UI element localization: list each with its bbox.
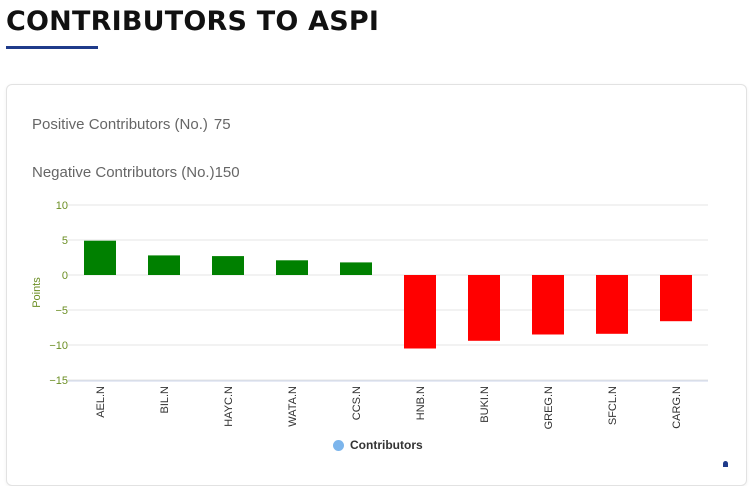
bar-wata-n xyxy=(276,260,308,275)
y-axis-title: Points xyxy=(31,277,43,308)
x-tick-label: WATA.N xyxy=(287,386,299,427)
negative-contributors-stat: Negative Contributors (No.)150 xyxy=(32,164,240,181)
bar-bil-n xyxy=(148,255,180,275)
negative-contributors-value: 150 xyxy=(214,164,240,181)
y-tick-label: 5 xyxy=(62,235,68,247)
x-tick-label: CCS.N xyxy=(351,386,363,420)
bar-hnb-n xyxy=(404,275,436,349)
x-tick-label: BUKI.N xyxy=(479,386,491,423)
bar-carg-n xyxy=(660,275,692,322)
x-tick-label: GREG.N xyxy=(543,386,555,429)
y-tick-label: 0 xyxy=(62,270,68,282)
positive-contributors-stat: Positive Contributors (No.) 75 xyxy=(32,116,231,133)
y-tick-label: 10 xyxy=(56,200,68,212)
bar-ccs-n xyxy=(340,262,372,275)
x-tick-label: AEL.N xyxy=(95,386,107,418)
bar-sfcl-n xyxy=(596,275,628,334)
x-tick-label: SFCL.N xyxy=(607,386,619,425)
x-tick-label: HAYC.N xyxy=(223,386,235,427)
x-tick-label: CARG.N xyxy=(671,386,683,429)
negative-contributors-label: Negative Contributors (No.) xyxy=(32,164,215,181)
bar-hayc-n xyxy=(212,256,244,275)
bar-greg-n xyxy=(532,275,564,335)
positive-contributors-value: 75 xyxy=(213,116,231,133)
positive-contributors-label: Positive Contributors (No.) xyxy=(32,116,208,133)
bar-ael-n xyxy=(84,240,116,275)
legend-label: Contributors xyxy=(350,438,423,452)
y-tick-label: −10 xyxy=(49,340,68,352)
chart-legend[interactable]: Contributors xyxy=(333,438,423,452)
y-tick-label: −15 xyxy=(49,375,68,387)
x-tick-label: HNB.N xyxy=(415,386,427,420)
title-underline xyxy=(6,46,98,49)
scroll-indicator[interactable] xyxy=(723,461,728,467)
bar-buki-n xyxy=(468,275,500,341)
x-tick-label: BIL.N xyxy=(159,386,171,414)
y-tick-label: −5 xyxy=(55,305,68,317)
legend-marker xyxy=(333,439,344,451)
contributors-bar-chart: 10 5 0 −5 −10 −15 Points AEL.N BIL.N HAYC.N WATA.N… xyxy=(31,200,708,429)
page-title: CONTRIBUTORS TO ASPI xyxy=(6,6,380,37)
